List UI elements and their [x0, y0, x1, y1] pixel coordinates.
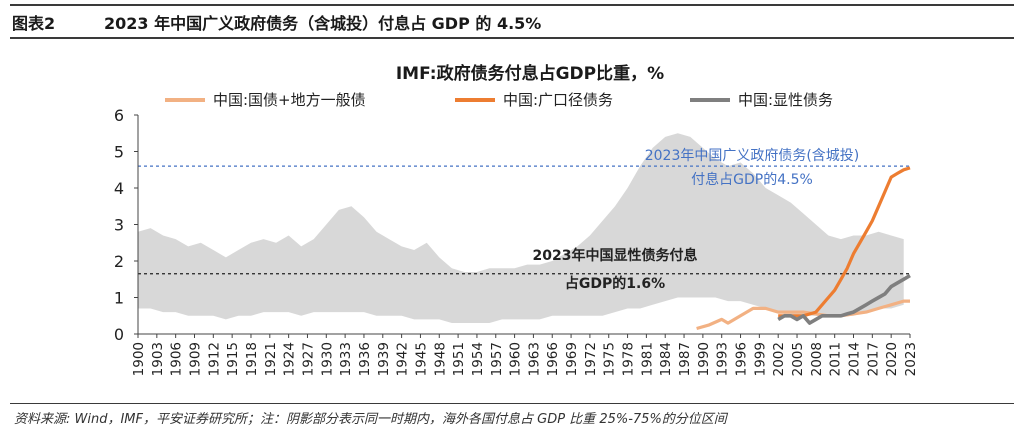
x-tick-label: 2005: [790, 342, 806, 376]
x-tick-label: 1960: [508, 342, 524, 376]
x-tick-label: 1909: [187, 342, 203, 376]
series-line-1: [696, 299, 910, 331]
x-tick-label: 1930: [319, 342, 335, 376]
x-tick-label: 1945: [413, 342, 429, 376]
x-tick-label: 1936: [357, 342, 373, 376]
x-tick-label: 1999: [752, 342, 768, 376]
y-tick-label: 1: [114, 289, 124, 308]
x-tick-label: 1942: [395, 342, 411, 376]
x-tick-label: 1921: [263, 342, 279, 376]
chart-legend: 中国:国债+地方一般债 中国:广口径债务 中国:显性债务: [165, 91, 833, 109]
x-tick-label: 1996: [734, 342, 750, 376]
header-bottom-rule: [10, 37, 1014, 39]
chart-title: IMF:政府债务付息占GDP比重，%: [396, 63, 664, 84]
x-tick-label: 1957: [489, 342, 505, 376]
x-tick-label: 1918: [244, 342, 260, 376]
series-line-3: [777, 274, 911, 325]
header-top-rule: [10, 4, 1014, 6]
y-tick-label: 0: [114, 325, 124, 344]
reference-label-1-line-1: 2023年中国广义政府债务(含城投): [645, 148, 860, 164]
x-tick-label: 2002: [771, 342, 787, 376]
y-tick-label: 4: [114, 179, 124, 198]
x-tick-label: 1990: [696, 342, 712, 376]
y-tick-label: 3: [114, 216, 124, 235]
x-tick-label: 1912: [206, 342, 222, 376]
x-tick-label: 1966: [545, 342, 561, 376]
x-tick-label: 1948: [432, 342, 448, 376]
x-tick-label: 1993: [715, 342, 731, 376]
x-tick-label: 2020: [884, 342, 900, 376]
x-tick-label: 1969: [564, 342, 580, 376]
x-tick-label: 1972: [583, 342, 599, 376]
x-tick-label: 1915: [225, 342, 241, 376]
reference-label-2-line-2: 占GDP的1.6%: [565, 275, 665, 292]
series-line-2: [778, 166, 911, 318]
x-tick-label: 1900: [131, 342, 147, 376]
series-layer: [696, 166, 911, 331]
percentile-band: [138, 133, 904, 324]
x-tick-label: 1987: [677, 342, 693, 376]
source-note: 资料来源: Wind，IMF，平安证券研究所；注：阴影部分表示同一时期内，海外各…: [14, 412, 727, 427]
x-tick-label: 1939: [376, 342, 392, 376]
x-tick-label: 2011: [828, 342, 844, 376]
reference-lines: 2023年中国广义政府债务(含城投) 付息占GDP的4.5% 2023年中国显性债务…: [138, 148, 910, 292]
x-tick-label: 1984: [658, 342, 674, 376]
x-tick-label: 1963: [526, 342, 542, 376]
x-tick-label: 1978: [621, 342, 637, 376]
x-tick-label: 1981: [639, 342, 655, 376]
band-layer: [138, 133, 904, 324]
x-tick-label: 2008: [809, 342, 825, 376]
y-tick-label: 2: [114, 252, 124, 271]
x-tick-label: 1933: [338, 342, 354, 376]
x-tick-label: 1951: [451, 342, 467, 376]
x-tick-label: 1906: [169, 342, 185, 376]
x-tick-label: 1924: [282, 342, 298, 376]
x-tick-label: 2014: [847, 342, 863, 376]
y-tick-label: 5: [114, 143, 124, 162]
legend-label-1: 中国:国债+地方一般债: [213, 91, 366, 109]
x-tick-label: 2023: [903, 342, 919, 376]
x-tick-label: 2017: [865, 342, 881, 376]
figure-title: 2023 年中国广义政府债务（含城投）付息占 GDP 的 4.5%: [104, 14, 542, 33]
x-tick-label: 1954: [470, 342, 486, 376]
x-tick-label: 1927: [300, 342, 316, 376]
legend-label-2: 中国:广口径债务: [503, 91, 613, 109]
reference-label-2-line-1: 2023年中国显性债务付息: [533, 247, 698, 264]
y-tick-label: 6: [114, 106, 124, 125]
footer-rule: [10, 403, 1014, 404]
figure-label: 图表2: [12, 14, 56, 33]
reference-label-1-line-2: 付息占GDP的4.5%: [691, 171, 813, 188]
x-tick-label: 1975: [602, 342, 618, 376]
figure-header: 图表2 2023 年中国广义政府债务（含城投）付息占 GDP 的 4.5%: [12, 6, 1012, 36]
x-tick-label: 1903: [150, 342, 166, 376]
legend-label-3: 中国:显性债务: [738, 91, 833, 109]
